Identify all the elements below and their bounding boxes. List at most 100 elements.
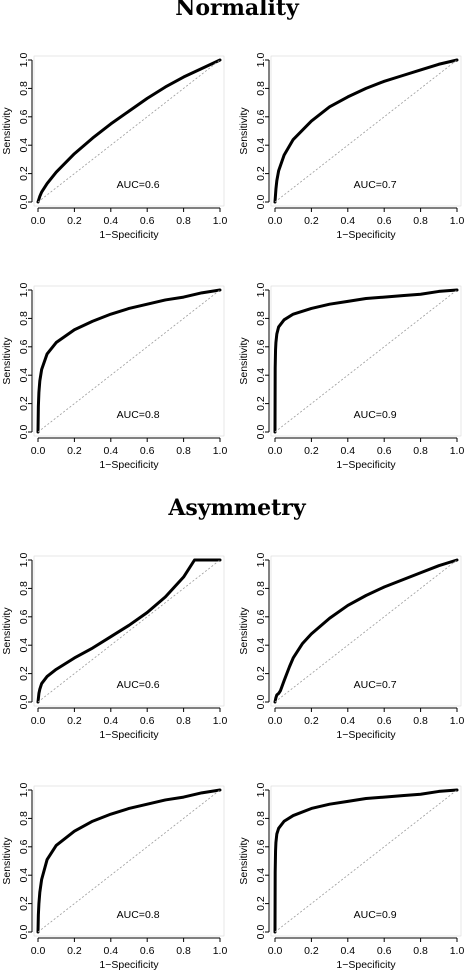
x-tick-label: 0.8 [413, 215, 428, 227]
chance-diagonal-line [37, 59, 221, 203]
x-tick-label: 0.8 [176, 945, 191, 957]
x-tick-label: 0.0 [31, 445, 46, 457]
roc-curve-line [36, 288, 222, 434]
chance-diagonal-line [37, 289, 221, 433]
x-tick-label: 0.8 [413, 715, 428, 727]
y-tick-label: 0.8 [255, 311, 267, 326]
y-tick-label: 1.0 [18, 783, 30, 798]
x-tick-label: 0.6 [377, 215, 392, 227]
y-tick-label: 0.4 [18, 868, 30, 883]
plot-frame [270, 55, 462, 207]
x-tick-label: 0.0 [31, 215, 46, 227]
x-tick-label: 1.0 [450, 215, 465, 227]
x-tick-label: 0.4 [340, 715, 355, 727]
y-tick-label: 0.4 [18, 368, 30, 383]
y-tick-label: 0.6 [18, 839, 30, 854]
y-tick-label: 1.0 [18, 283, 30, 298]
x-tick-label: 0.0 [268, 715, 283, 727]
x-tick-label: 0.8 [176, 215, 191, 227]
y-tick-label: 0.6 [255, 339, 267, 354]
y-tick-label: 0.6 [18, 339, 30, 354]
x-tick-label: 0.4 [103, 715, 118, 727]
y-tick-label: 0.8 [18, 311, 30, 326]
y-axis-label: Sensitivity [1, 607, 13, 655]
y-tick-label: 0.4 [255, 868, 267, 883]
roc-chart-normality-auc-0-6: 0.0 0.2 0.4 0.6 0.8 1.0 1−Specificity 0.0 0.2 0.4… [1, 53, 228, 241]
roc-curve-line [36, 558, 222, 704]
auc-annotation: AUC=0.7 [354, 179, 397, 191]
y-tick-label: 0.0 [18, 695, 30, 710]
x-tick-label: 0.4 [340, 215, 355, 227]
x-tick-label: 1.0 [213, 215, 228, 227]
y-tick-label: 0.0 [18, 925, 30, 940]
x-tick-label: 0.4 [340, 445, 355, 457]
roc-chart-asymmetry-auc-0-7: 0.0 0.2 0.4 0.6 0.8 1.0 1−Specificity 0.0 0.2 0.4… [238, 553, 465, 741]
y-tick-label: 0.2 [255, 396, 267, 411]
y-tick-label: 0.0 [18, 425, 30, 440]
x-axis-label: 1−Specificity [336, 229, 396, 241]
x-tick-label: 0.0 [268, 945, 283, 957]
x-tick-label: 0.0 [31, 945, 46, 957]
y-tick-label: 0.4 [255, 368, 267, 383]
x-tick-label: 0.2 [67, 945, 82, 957]
plot-frame [33, 555, 225, 707]
roc-chart-normality-auc-0-7: 0.0 0.2 0.4 0.6 0.8 1.0 1−Specificity 0.0 0.2 0.4… [238, 53, 465, 241]
x-tick-label: 0.8 [413, 945, 428, 957]
y-tick-label: 1.0 [255, 783, 267, 798]
auc-annotation: AUC=0.8 [117, 409, 160, 421]
y-axis-label: Sensitivity [238, 837, 250, 885]
y-tick-label: 0.4 [18, 638, 30, 653]
auc-annotation: AUC=0.6 [117, 679, 160, 691]
x-tick-label: 0.4 [103, 215, 118, 227]
x-tick-label: 0.6 [377, 945, 392, 957]
y-tick-label: 0.0 [255, 695, 267, 710]
y-tick-label: 0.6 [18, 109, 30, 124]
y-tick-label: 0.8 [18, 81, 30, 96]
x-tick-label: 1.0 [213, 715, 228, 727]
roc-chart-asymmetry-auc-0-6: 0.0 0.2 0.4 0.6 0.8 1.0 1−Specificity 0.0 0.2 0.4… [1, 553, 228, 741]
plot-frame [33, 785, 225, 937]
roc-chart-normality-auc-0-8: 0.0 0.2 0.4 0.6 0.8 1.0 1−Specificity 0.0 0.2 0.4… [1, 283, 228, 471]
roc-curve-line [273, 788, 459, 934]
x-tick-label: 1.0 [450, 715, 465, 727]
x-tick-label: 1.0 [450, 445, 465, 457]
x-tick-label: 0.2 [304, 715, 319, 727]
y-tick-label: 1.0 [255, 553, 267, 568]
y-tick-label: 0.2 [18, 896, 30, 911]
y-tick-label: 0.0 [255, 425, 267, 440]
y-tick-label: 0.6 [18, 609, 30, 624]
auc-annotation: AUC=0.6 [117, 179, 160, 191]
y-axis-label: Sensitivity [1, 337, 13, 385]
y-tick-label: 0.2 [255, 896, 267, 911]
x-tick-label: 1.0 [213, 445, 228, 457]
plot-frame [33, 55, 225, 207]
x-tick-label: 0.8 [413, 445, 428, 457]
roc-chart-asymmetry-auc-0-9: 0.0 0.2 0.4 0.6 0.8 1.0 1−Specificity 0.0 0.2 0.4… [238, 783, 465, 971]
y-tick-label: 0.4 [255, 638, 267, 653]
y-tick-label: 0.4 [255, 138, 267, 153]
plot-frame [33, 285, 225, 437]
plot-frame [270, 785, 462, 937]
x-tick-label: 0.6 [377, 445, 392, 457]
roc-curve-line [273, 288, 459, 434]
y-tick-label: 0.2 [18, 396, 30, 411]
y-axis-label: Sensitivity [238, 607, 250, 655]
y-tick-label: 0.2 [255, 666, 267, 681]
roc-chart-asymmetry-auc-0-8: 0.0 0.2 0.4 0.6 0.8 1.0 1−Specificity 0.0 0.2 0.4… [1, 783, 228, 971]
auc-annotation: AUC=0.9 [354, 909, 397, 921]
section-title-asymmetry: Asymmetry [168, 495, 306, 521]
x-axis-label: 1−Specificity [336, 459, 396, 471]
y-tick-label: 0.8 [255, 811, 267, 826]
roc-curve-line [273, 558, 459, 704]
roc-curve-line [36, 58, 222, 204]
auc-annotation: AUC=0.7 [354, 679, 397, 691]
y-tick-label: 0.6 [255, 109, 267, 124]
x-tick-label: 0.0 [268, 445, 283, 457]
y-tick-label: 0.6 [255, 609, 267, 624]
x-tick-label: 0.4 [103, 945, 118, 957]
roc-chart-normality-auc-0-9: 0.0 0.2 0.4 0.6 0.8 1.0 1−Specificity 0.0 0.2 0.4… [238, 283, 465, 471]
x-tick-label: 0.2 [304, 445, 319, 457]
y-tick-label: 0.6 [255, 839, 267, 854]
x-axis-label: 1−Specificity [336, 729, 396, 741]
y-tick-label: 0.2 [18, 666, 30, 681]
